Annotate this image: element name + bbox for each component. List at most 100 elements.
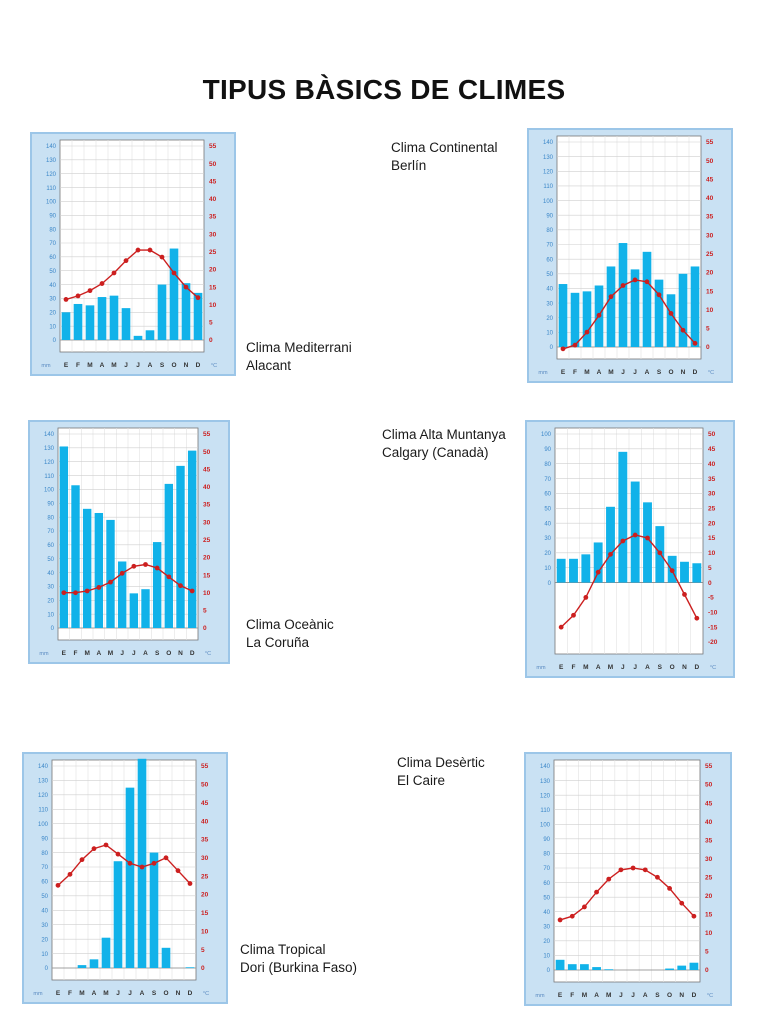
- temp-tick-label: 40: [209, 196, 217, 203]
- month-label: E: [62, 650, 67, 657]
- precip-tick-label: 20: [49, 310, 56, 316]
- temperature-point: [96, 585, 102, 590]
- temp-tick-label: 30: [708, 491, 716, 498]
- precip-bar: [121, 308, 131, 340]
- precip-tick-label: 110: [540, 808, 550, 814]
- temperature-point: [560, 346, 566, 352]
- month-label: J: [132, 650, 136, 657]
- precip-tick-label: 130: [543, 155, 554, 161]
- climate-place: Berlín: [391, 158, 427, 173]
- page-title: TIPUS BÀSICS DE CLIMES: [202, 74, 566, 105]
- temp-tick-label: 35: [203, 502, 211, 509]
- temp-tick-label: 40: [705, 819, 713, 826]
- precip-tick-label: 80: [544, 462, 551, 468]
- precip-bar: [606, 506, 615, 583]
- temp-tick-label: 45: [706, 176, 714, 183]
- temperature-point: [75, 293, 81, 299]
- month-label: D: [694, 664, 699, 671]
- month-label: A: [148, 362, 153, 369]
- month-label: J: [124, 362, 128, 369]
- temperature-point: [694, 615, 700, 621]
- precip-tick-label: 30: [546, 301, 553, 307]
- temperature-point: [183, 284, 189, 290]
- precip-tick-label: 50: [543, 895, 550, 901]
- temp-tick-label: 35: [209, 214, 217, 221]
- temperature-point: [656, 292, 662, 298]
- temperature-line: [562, 279, 696, 350]
- temp-tick-label: 40: [203, 484, 211, 491]
- temp-tick-label: 10: [705, 930, 713, 937]
- climate-chart-tropical: 140 130 120 110 100 90 80 70 60 50 40 30 20 10 0 55 50 45…: [22, 752, 228, 1004]
- temp-tick-label: 25: [203, 537, 211, 544]
- precip-tick-label: 90: [543, 837, 550, 843]
- temperature-line: [560, 534, 698, 628]
- precip-bar: [97, 297, 107, 340]
- precip-tick-label: 10: [41, 952, 48, 958]
- month-label: O: [163, 990, 168, 997]
- month-label: J: [120, 650, 124, 657]
- temperature-point: [147, 247, 153, 253]
- month-label: A: [643, 992, 648, 999]
- month-label: J: [633, 664, 637, 671]
- precip-tick-label: 0: [548, 581, 552, 587]
- temp-tick-label: 5: [209, 320, 213, 327]
- precip-bar: [642, 251, 652, 347]
- precip-tick-label: 60: [544, 492, 551, 498]
- month-label: S: [152, 990, 157, 997]
- precip-tick-label: 50: [41, 894, 48, 900]
- temp-tick-label: 15: [201, 910, 209, 917]
- unit-mm-label: mm: [33, 991, 43, 997]
- precip-tick-label: 20: [546, 316, 553, 322]
- unit-celsius-label: °C: [211, 363, 217, 369]
- precip-tick-label: 90: [47, 501, 54, 507]
- precip-bar: [555, 959, 565, 970]
- precip-tick-label: 100: [541, 432, 552, 438]
- precip-tick-label: 140: [46, 144, 57, 150]
- month-label: E: [56, 990, 61, 997]
- temp-tick-label: 15: [209, 284, 217, 291]
- temp-tick-label: 10: [203, 590, 211, 597]
- precip-bar: [654, 279, 664, 347]
- month-label: A: [645, 369, 650, 376]
- precip-tick-label: 140: [38, 764, 49, 770]
- month-label: F: [573, 369, 577, 376]
- month-label: M: [84, 650, 89, 657]
- precip-bar: [85, 305, 95, 340]
- temp-tick-label: 30: [203, 519, 211, 526]
- precip-tick-label: 20: [544, 551, 551, 557]
- precip-tick-label: 60: [546, 257, 553, 263]
- precip-tick-label: 90: [544, 447, 551, 453]
- precip-tick-label: 140: [543, 140, 554, 146]
- precip-tick-label: 110: [543, 184, 553, 190]
- precip-bar: [145, 330, 155, 340]
- precip-tick-label: 20: [41, 937, 48, 943]
- precip-tick-label: 40: [544, 521, 551, 527]
- temp-tick-label: 30: [706, 232, 714, 239]
- precip-bar: [187, 450, 197, 628]
- precip-tick-label: 60: [41, 880, 48, 886]
- temp-tick-label: 25: [209, 249, 217, 256]
- precip-tick-label: 110: [46, 186, 56, 192]
- temp-tick-label: 0: [705, 967, 709, 974]
- caption-mediterrani: Clima Mediterrani Alacant: [246, 339, 352, 375]
- precip-tick-label: 130: [46, 158, 57, 164]
- temp-tick-label: 25: [705, 874, 713, 881]
- caption-oceanic: Clima Oceànic La Coruña: [246, 616, 334, 652]
- temp-tick-label: 10: [706, 307, 714, 314]
- temp-tick-label: 55: [201, 763, 209, 770]
- temp-tick-label: -15: [708, 624, 718, 631]
- month-label: M: [111, 362, 116, 369]
- temperature-point: [596, 312, 602, 318]
- precip-bar: [109, 295, 119, 340]
- precip-tick-label: 100: [540, 822, 551, 828]
- temperature-point: [139, 864, 145, 870]
- month-label: O: [171, 362, 176, 369]
- month-label: F: [74, 650, 78, 657]
- precip-tick-label: 0: [53, 338, 57, 344]
- precip-tick-label: 40: [543, 910, 550, 916]
- precip-tick-label: 10: [544, 566, 551, 572]
- climate-place: Dori (Burkina Faso): [240, 960, 358, 975]
- temp-tick-label: 5: [203, 608, 207, 615]
- unit-celsius-label: °C: [203, 991, 209, 997]
- month-label: J: [619, 992, 623, 999]
